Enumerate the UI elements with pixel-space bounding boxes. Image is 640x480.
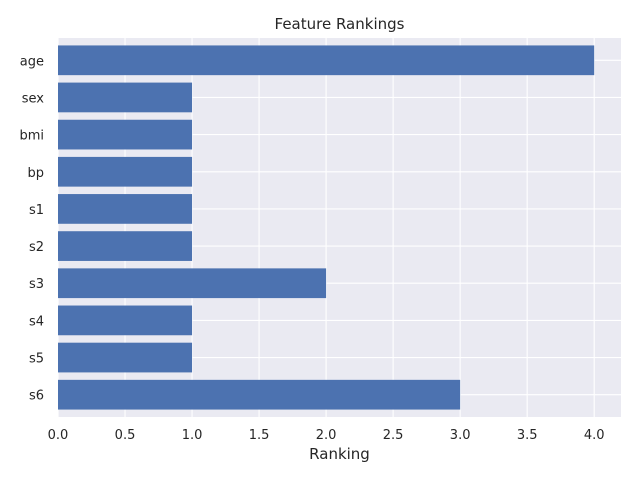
bar-bp	[58, 156, 193, 187]
x-tick-label: 3.0	[450, 428, 471, 443]
category-label-age: age	[20, 54, 44, 69]
bar-s4	[58, 305, 193, 336]
x-axis-label: Ranking	[309, 445, 370, 463]
category-label-s6: s6	[29, 389, 44, 404]
chart-title: Feature Rankings	[275, 15, 405, 33]
bars-group	[58, 45, 595, 410]
bar-s6	[58, 379, 461, 410]
category-label-s5: s5	[29, 352, 44, 367]
bar-s3	[58, 268, 327, 299]
x-tick-label: 1.5	[249, 428, 270, 443]
category-label-s2: s2	[29, 240, 44, 255]
bar-age	[58, 45, 595, 76]
bar-s5	[58, 342, 193, 373]
x-tick-label: 2.0	[316, 428, 337, 443]
category-label-bmi: bmi	[19, 129, 44, 144]
bar-s2	[58, 231, 193, 261]
category-labels: age sex bmi bp s1 s2 s3 s4 s5 s6	[19, 54, 44, 403]
x-tick-label: 2.5	[383, 428, 404, 443]
x-tick-label: 0.5	[115, 428, 136, 443]
category-label-s3: s3	[29, 277, 44, 292]
x-tick-label: 0.0	[48, 428, 69, 443]
bar-sex	[58, 82, 193, 113]
category-label-s4: s4	[29, 314, 44, 329]
x-tick-labels: 0.0 0.5 1.0 1.5 2.0 2.5 3.0 3.5 4.0	[48, 428, 605, 443]
bar-bmi	[58, 119, 193, 150]
bar-s1	[58, 194, 193, 224]
x-tick-label: 4.0	[584, 428, 605, 443]
x-tick-label: 1.0	[182, 428, 203, 443]
category-label-sex: sex	[22, 91, 45, 106]
x-tick-label: 3.5	[517, 428, 538, 443]
category-label-bp: bp	[27, 166, 44, 181]
category-label-s1: s1	[29, 203, 44, 218]
